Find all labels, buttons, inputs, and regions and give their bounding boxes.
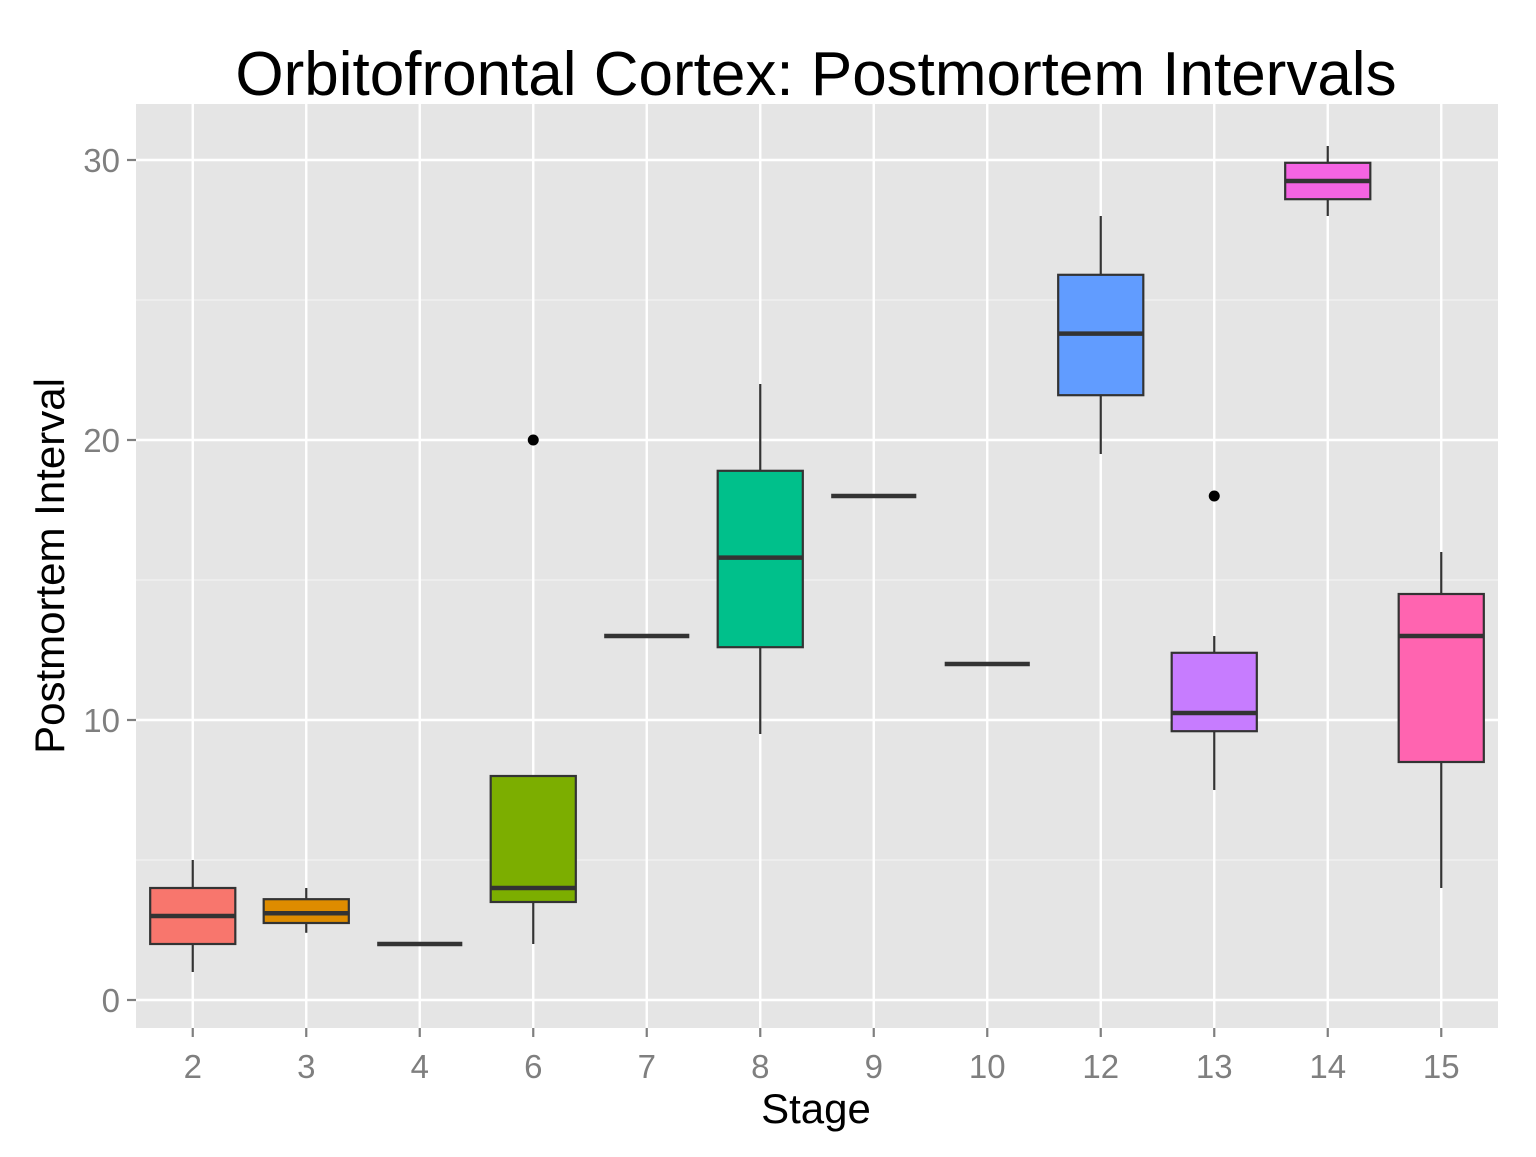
- grid-minor: [136, 299, 1498, 861]
- x-tick-label: 13: [1196, 1048, 1233, 1085]
- y-axis-title: Postmortem Interval: [26, 378, 73, 754]
- x-tick-label: 7: [638, 1048, 656, 1085]
- x-tick-label: 6: [524, 1048, 542, 1085]
- x-axis: 2 3 4 6 7 8 9 10 12 13 14 15: [184, 1028, 1460, 1085]
- box-stage-6: [489, 434, 577, 944]
- outlier-point: [527, 434, 539, 446]
- x-tick-label: 2: [184, 1048, 202, 1085]
- plot-panel: [136, 104, 1498, 1028]
- y-tick-label: 10: [83, 702, 120, 739]
- x-tick-label: 14: [1309, 1048, 1346, 1085]
- x-tick-label: 12: [1082, 1048, 1119, 1085]
- x-axis-title: Stage: [761, 1085, 871, 1132]
- box-stage-14: [1284, 146, 1372, 216]
- chart-title: Orbitofrontal Cortex: Postmortem Interva…: [235, 40, 1396, 109]
- y-axis: 0 10 20 30: [83, 142, 136, 1019]
- box-stage-15: [1397, 552, 1485, 888]
- box-stage-2: [149, 860, 237, 972]
- box-stage-3: [262, 888, 350, 933]
- box-stage-12: [1057, 216, 1145, 454]
- box-body: [489, 774, 577, 904]
- x-tick-label: 8: [751, 1048, 769, 1085]
- boxes: [149, 146, 1485, 972]
- x-tick-label: 10: [969, 1048, 1006, 1085]
- box-stage-13: [1170, 490, 1258, 790]
- box-stage-8: [716, 384, 804, 734]
- box-body: [1170, 651, 1258, 733]
- x-tick-label: 15: [1423, 1048, 1460, 1085]
- box-body: [1397, 592, 1485, 764]
- x-tick-label: 4: [411, 1048, 429, 1085]
- y-tick-label: 30: [83, 142, 120, 179]
- y-tick-label: 20: [83, 422, 120, 459]
- y-tick-label: 0: [102, 982, 120, 1019]
- x-tick-label: 9: [865, 1048, 883, 1085]
- outlier-point: [1208, 490, 1220, 502]
- x-tick-label: 3: [297, 1048, 315, 1085]
